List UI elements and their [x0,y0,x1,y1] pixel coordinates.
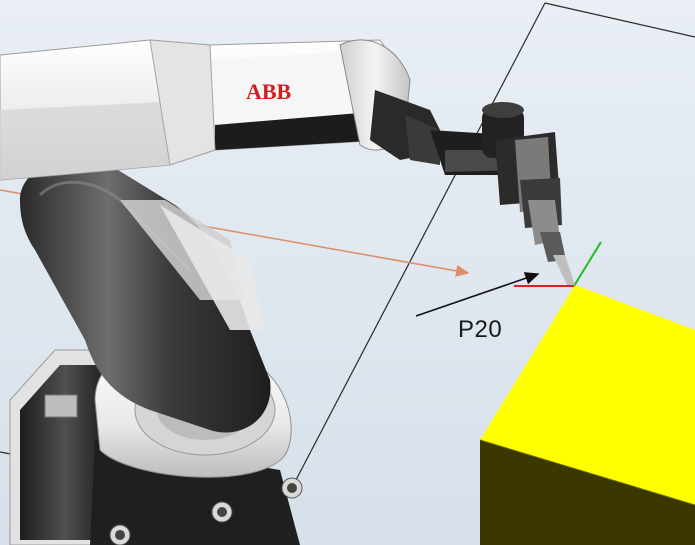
target-frame-icon[interactable] [514,241,602,287]
robot-tool[interactable] [482,102,575,285]
target-label-p20[interactable]: P20 [458,316,503,343]
robot-lower-arm[interactable] [20,159,271,433]
robot-upper-arm[interactable]: ABB [0,39,406,181]
approach-arrow-icon [415,272,540,317]
workpiece-block [479,285,695,545]
brand-logo: ABB [246,79,292,104]
